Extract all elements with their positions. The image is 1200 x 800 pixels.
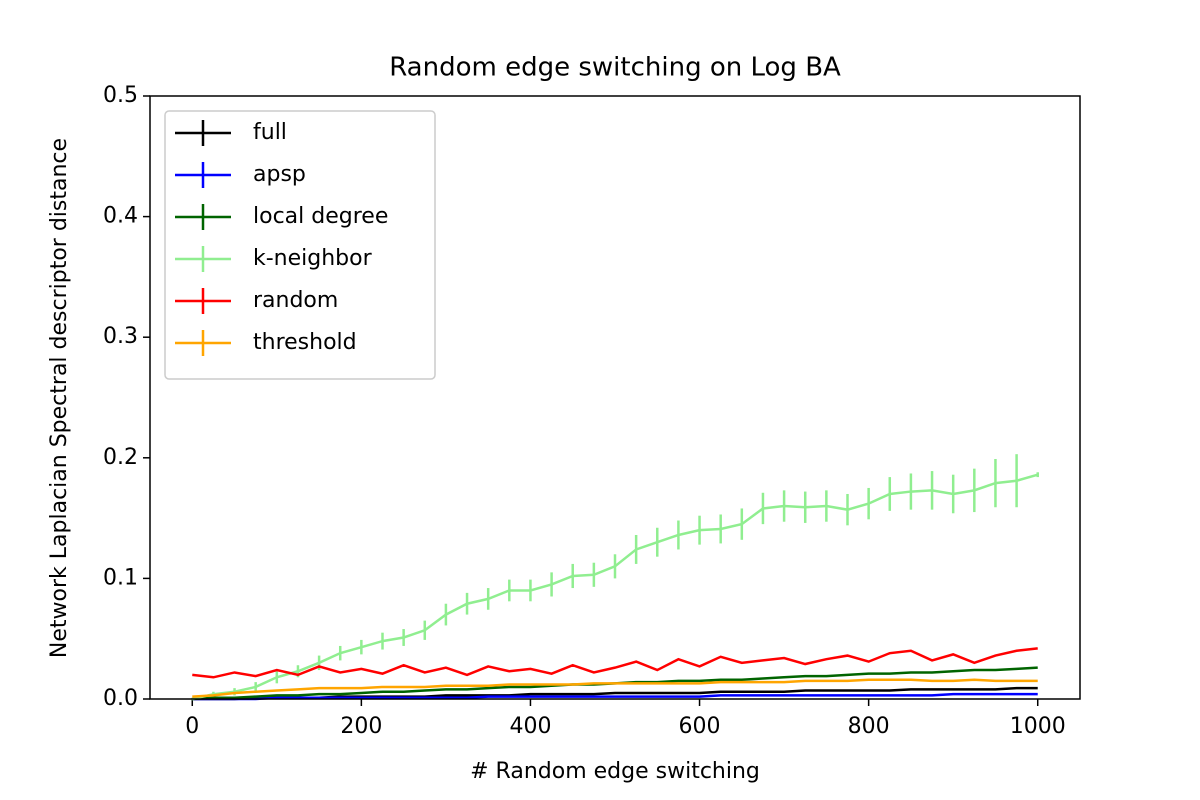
plot-frame (149, 95, 1081, 700)
y-tick-label: 0.4 (103, 204, 138, 229)
x-tick-label: 200 (340, 714, 382, 739)
legend-label: random (253, 288, 338, 313)
x-tick-label: 1000 (1010, 714, 1066, 739)
legend-label: apsp (253, 162, 306, 187)
x-tick-label: 800 (848, 714, 890, 739)
series-line (192, 678, 1038, 698)
y-tick-label: 0.1 (103, 565, 138, 590)
y-axis-label: Network Laplacian Spectral descriptor di… (47, 138, 72, 658)
x-tick-label: 0 (185, 714, 199, 739)
y-tick-label: 0.3 (103, 324, 138, 349)
x-tick-label: 600 (679, 714, 721, 739)
legend-label: k-neighbor (253, 246, 373, 271)
y-tick-label: 0.0 (103, 686, 138, 711)
legend-label: full (253, 120, 287, 145)
legend-label: local degree (253, 204, 388, 229)
y-tick-label: 0.2 (103, 445, 138, 470)
series-line (192, 647, 1038, 679)
legend-label: threshold (253, 330, 357, 355)
x-tick-label: 400 (509, 714, 551, 739)
y-tick-label: 0.5 (103, 83, 138, 108)
chart-title: Random edge switching on Log BA (389, 53, 841, 83)
series-line (192, 692, 1038, 701)
legend-frame (164, 110, 436, 380)
series-line (191, 473, 1039, 701)
x-axis-label: # Random edge switching (470, 759, 760, 784)
